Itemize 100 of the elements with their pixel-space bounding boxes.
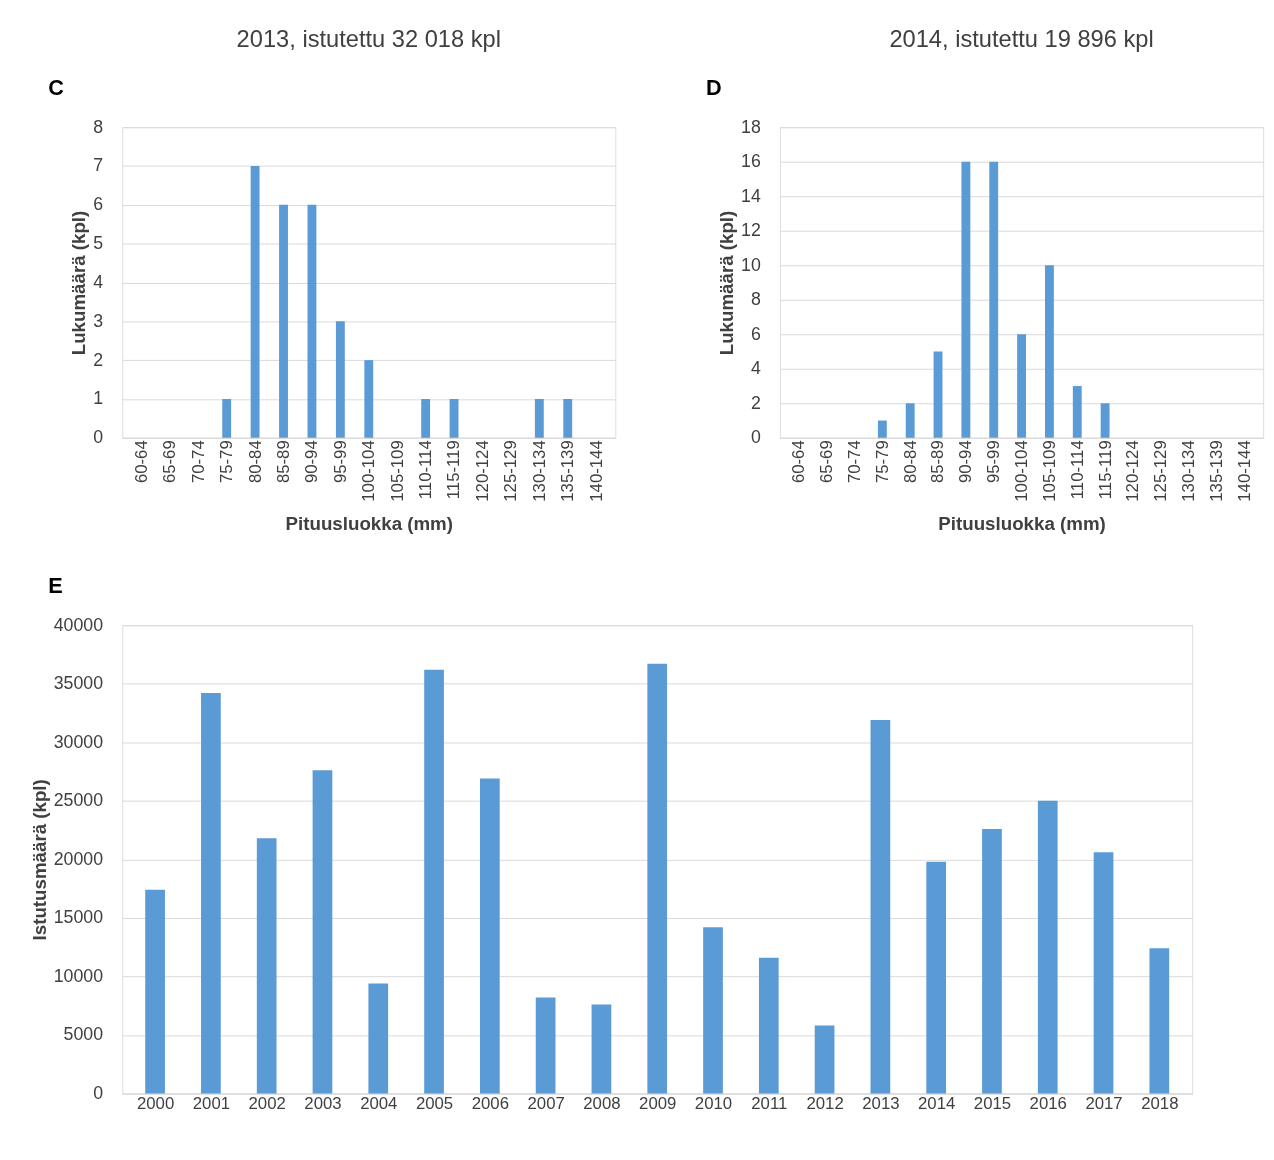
x-tick-label: 140-144 — [586, 440, 606, 502]
x-tick-label: 2012 — [806, 1093, 844, 1113]
x-tick-label: 80-84 — [900, 440, 920, 484]
bar — [449, 398, 459, 438]
bar — [250, 166, 260, 438]
bar — [961, 161, 971, 438]
x-tick-label: 2002 — [248, 1093, 286, 1113]
y-tick-label: 35000 — [53, 673, 104, 694]
y-tick-label: 6 — [750, 323, 761, 344]
x-tick-label: 135-139 — [558, 440, 578, 502]
x-axis-title: Pituusluokka (mm) — [285, 513, 454, 535]
bar — [335, 321, 345, 438]
y-tick-label: 20000 — [53, 848, 104, 869]
x-tick-label: 100-104 — [359, 440, 379, 502]
bar — [877, 420, 887, 438]
bar — [222, 398, 232, 438]
y-tick-label: 0 — [750, 427, 761, 448]
bar — [703, 927, 723, 1094]
bar — [364, 360, 374, 438]
bar — [1149, 948, 1170, 1094]
x-tick-label: 110-114 — [416, 440, 436, 500]
x-tick-label: 2011 — [751, 1093, 788, 1113]
bar — [591, 1004, 612, 1094]
bar — [563, 398, 573, 438]
y-tick-label: 10000 — [53, 965, 104, 986]
y-tick-label: 12 — [741, 220, 761, 241]
x-tick-label: 2015 — [973, 1093, 1012, 1113]
x-tick-label: 2003 — [304, 1093, 342, 1113]
y-tick-label: 4 — [93, 271, 104, 292]
bar — [307, 204, 317, 438]
y-tick-label: 25000 — [53, 790, 104, 811]
y-tick-label: 40000 — [53, 614, 104, 635]
bar — [479, 778, 500, 1094]
x-tick-label: 120-124 — [472, 440, 492, 502]
x-tick-label: 135-139 — [1206, 440, 1226, 502]
y-tick-label: 0 — [93, 1082, 104, 1103]
bar — [1093, 852, 1114, 1094]
x-tick-label: 75-79 — [217, 440, 237, 484]
y-tick-label: 4 — [750, 358, 761, 379]
y-tick-label: 5000 — [63, 1024, 104, 1045]
bar — [1037, 800, 1058, 1094]
x-tick-label: 125-129 — [501, 440, 521, 502]
bar — [256, 838, 277, 1094]
y-tick-label: 15000 — [53, 907, 104, 928]
x-tick-label: 2005 — [415, 1093, 454, 1113]
y-axis-title: Lukumäärä (kpl) — [716, 210, 738, 356]
y-tick-label: 6 — [93, 194, 104, 215]
x-tick-label: 120-124 — [1123, 440, 1143, 502]
bar — [1100, 403, 1110, 438]
y-tick-label: 3 — [93, 310, 104, 331]
bar — [421, 398, 431, 438]
y-tick-label: 10 — [741, 254, 761, 275]
bar — [905, 403, 915, 438]
bar — [982, 828, 1002, 1094]
y-tick-label: 0 — [93, 427, 104, 448]
chart-title: 2013, istutettu 32 018 kpl — [236, 26, 501, 53]
y-tick-label: 1 — [93, 388, 104, 409]
x-tick-label: 2009 — [639, 1093, 677, 1113]
x-tick-label: 2006 — [471, 1093, 509, 1113]
bar — [201, 693, 221, 1094]
x-tick-label: 2017 — [1085, 1093, 1123, 1113]
x-tick-label: 60-64 — [789, 440, 809, 484]
x-tick-label: 60-64 — [131, 440, 151, 484]
bar — [933, 351, 943, 438]
bar — [1044, 265, 1054, 438]
x-tick-label: 95-99 — [330, 440, 350, 484]
x-tick-label: 105-109 — [1039, 440, 1059, 502]
bar — [535, 997, 556, 1094]
x-tick-label: 2008 — [583, 1093, 621, 1113]
y-tick-label: 2 — [750, 392, 761, 413]
y-tick-label: 30000 — [53, 731, 104, 752]
bar — [145, 889, 165, 1094]
y-tick-label: 16 — [741, 151, 761, 172]
bar — [926, 861, 947, 1094]
y-tick-label: 8 — [93, 116, 104, 137]
x-tick-label: 90-94 — [956, 440, 976, 484]
x-tick-label: 2013 — [862, 1093, 900, 1113]
x-tick-label: 70-74 — [188, 440, 208, 484]
y-tick-label: 18 — [741, 116, 761, 137]
x-tick-label: 140-144 — [1234, 440, 1254, 502]
x-tick-label: 110-114 — [1067, 440, 1087, 500]
bar — [312, 770, 333, 1094]
x-tick-label: 115-119 — [1095, 440, 1115, 500]
x-tick-label: 2004 — [360, 1093, 398, 1113]
x-tick-label: 70-74 — [844, 440, 864, 484]
text: C — [48, 74, 65, 100]
y-axis-title: Lukumäärä (kpl) — [68, 210, 90, 356]
y-tick-label: 5 — [93, 233, 104, 254]
x-tick-label: 115-119 — [444, 440, 464, 500]
y-tick-label: 14 — [741, 185, 761, 206]
bar — [1072, 386, 1082, 438]
x-tick-label: 2018 — [1141, 1093, 1179, 1113]
x-tick-label: 65-69 — [160, 440, 180, 484]
x-tick-label: 65-69 — [817, 440, 837, 484]
y-axis-title: Istutusmäärä (kpl) — [28, 779, 50, 941]
x-tick-label: 2014 — [918, 1093, 956, 1113]
x-tick-label: 130-134 — [1179, 440, 1199, 502]
text: D — [706, 74, 722, 100]
bar — [870, 720, 891, 1094]
x-axis-title: Pituusluokka (mm) — [938, 513, 1106, 535]
